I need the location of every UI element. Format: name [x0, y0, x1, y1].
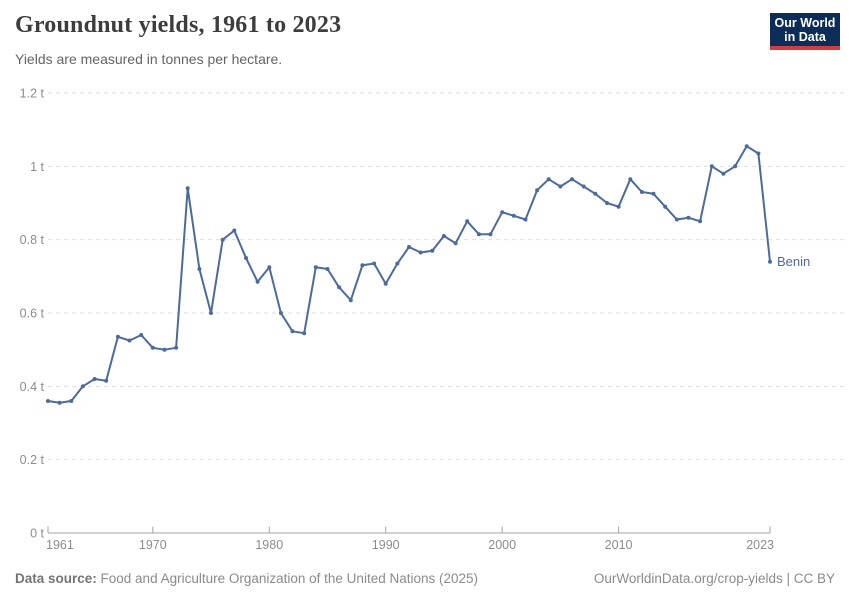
page-title: Groundnut yields, 1961 to 2023: [15, 12, 342, 38]
data-point-1976[interactable]: [220, 237, 225, 242]
data-point-2011[interactable]: [628, 177, 633, 182]
data-point-1997[interactable]: [465, 219, 470, 224]
data-point-2009[interactable]: [605, 201, 609, 205]
data-point-1971[interactable]: [162, 347, 167, 352]
data-point-2014[interactable]: [663, 204, 668, 209]
data-point-2001[interactable]: [511, 213, 516, 218]
data-point-1990[interactable]: [383, 281, 388, 286]
data-point-2006[interactable]: [570, 177, 574, 182]
data-point-1977[interactable]: [232, 228, 237, 233]
data-point-1988[interactable]: [360, 263, 365, 268]
data-point-1978[interactable]: [244, 256, 248, 260]
data-point-1995[interactable]: [441, 234, 446, 238]
chart-footer: Data source: Food and Agriculture Organi…: [0, 566, 850, 590]
data-point-1998[interactable]: [476, 232, 481, 237]
data-point-1967[interactable]: [115, 334, 120, 339]
data-point-1965[interactable]: [92, 377, 97, 381]
data-point-2013[interactable]: [651, 191, 656, 196]
data-source-value: Food and Agriculture Organization of the…: [96, 570, 479, 586]
x-tick-label: 1980: [255, 538, 283, 552]
data-point-2002[interactable]: [523, 217, 528, 222]
data-point-1961[interactable]: [46, 399, 50, 403]
data-point-2005[interactable]: [558, 184, 563, 189]
data-point-1973[interactable]: [185, 186, 190, 191]
data-point-1966[interactable]: [104, 378, 109, 383]
y-tick-label: 0.8 t: [20, 233, 45, 247]
data-point-2010[interactable]: [616, 204, 621, 209]
data-point-2003[interactable]: [535, 188, 540, 193]
data-point-1991[interactable]: [395, 261, 400, 266]
data-point-2017[interactable]: [698, 219, 703, 224]
data-point-2020[interactable]: [733, 164, 738, 169]
owid-logo-line2: in Data: [784, 29, 826, 44]
data-point-1984[interactable]: [313, 265, 318, 270]
data-point-2008[interactable]: [593, 191, 598, 196]
data-point-1985[interactable]: [325, 267, 330, 271]
data-point-1981[interactable]: [278, 311, 283, 315]
data-source-text: Data source: Food and Agriculture Organi…: [15, 571, 478, 586]
y-tick-label: 1 t: [30, 160, 44, 174]
data-point-1979[interactable]: [255, 279, 260, 284]
y-tick-label: 0 t: [30, 527, 44, 541]
data-point-1992[interactable]: [407, 245, 411, 249]
data-point-2016[interactable]: [686, 215, 691, 220]
data-point-1970[interactable]: [150, 345, 155, 350]
data-point-1964[interactable]: [80, 384, 85, 389]
owid-logo-line1: Our World: [774, 15, 836, 30]
data-point-1975[interactable]: [209, 311, 213, 315]
data-point-1962[interactable]: [57, 400, 62, 405]
data-point-2000[interactable]: [500, 210, 505, 215]
data-point-2015[interactable]: [674, 217, 679, 222]
data-point-1996[interactable]: [453, 241, 458, 246]
data-point-2007[interactable]: [581, 184, 586, 189]
x-tick-label: 2010: [605, 538, 633, 552]
data-point-1974[interactable]: [197, 267, 202, 271]
data-point-2023[interactable]: [768, 259, 772, 264]
credit-text[interactable]: OurWorldinData.org/crop-yields | CC BY: [593, 570, 835, 586]
y-tick-label: 0.2 t: [20, 453, 45, 467]
x-tick-label: 2023: [746, 538, 774, 552]
data-point-2018[interactable]: [709, 164, 714, 169]
data-point-2012[interactable]: [639, 190, 644, 194]
data-point-2022[interactable]: [756, 151, 761, 156]
data-point-2004[interactable]: [546, 177, 551, 182]
data-point-1986[interactable]: [337, 285, 342, 290]
data-point-1982[interactable]: [290, 329, 295, 334]
data-point-1999[interactable]: [488, 232, 493, 237]
y-tick-label: 1.2 t: [20, 87, 45, 101]
chart-subtitle: Yields are measured in tonnes per hectar…: [15, 51, 283, 67]
x-tick-label: 2000: [488, 538, 516, 552]
x-tick-label: 1970: [139, 538, 167, 552]
data-point-1989[interactable]: [372, 261, 377, 266]
data-point-1993[interactable]: [418, 250, 423, 255]
data-point-1969[interactable]: [139, 333, 144, 337]
data-point-1972[interactable]: [174, 345, 179, 350]
data-point-2019[interactable]: [721, 171, 726, 176]
data-source-label: Data source:: [15, 570, 97, 586]
data-point-2021[interactable]: [744, 144, 749, 149]
data-point-1963[interactable]: [69, 399, 74, 403]
data-point-1983[interactable]: [302, 331, 307, 336]
x-tick-label: 1990: [372, 538, 400, 552]
data-point-1968[interactable]: [127, 338, 132, 343]
data-point-1987[interactable]: [348, 298, 353, 303]
series-line-benin[interactable]: [47, 145, 771, 404]
y-tick-label: 0.4 t: [20, 380, 45, 394]
y-tick-label: 0.6 t: [20, 307, 45, 321]
series-label-benin: Benin: [777, 254, 810, 269]
owid-logo[interactable]: Our World in Data: [770, 13, 840, 50]
x-tick-label: 1961: [46, 538, 74, 552]
data-point-1994[interactable]: [430, 248, 435, 253]
data-point-1980[interactable]: [267, 265, 272, 270]
